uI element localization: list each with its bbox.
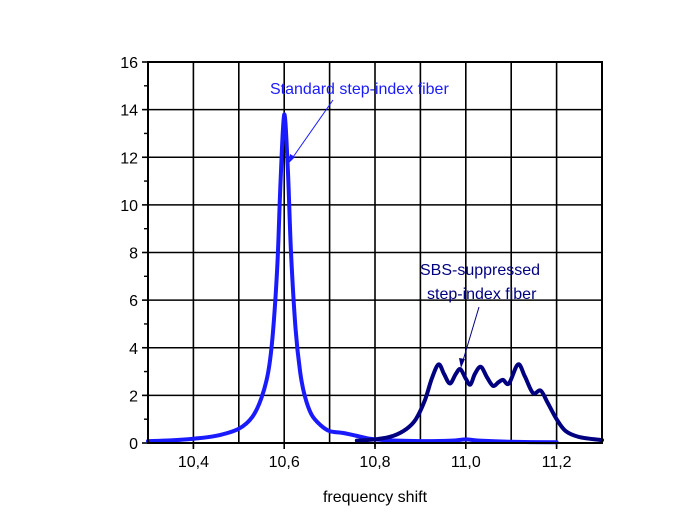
ticks [142, 61, 558, 449]
y-tick-labels: 0 2 4 6 8 10 12 14 16 [120, 55, 138, 453]
y-tick-label: 6 [129, 293, 138, 310]
arrowhead-standard [289, 154, 295, 163]
x-tick-labels: 10,4 10,6 10,8 11,0 11,2 [178, 454, 572, 471]
arrowhead-sbs [459, 358, 465, 368]
series-line-standard-fiber [146, 112, 559, 445]
series-line-sbs-suppressed-fiber [354, 362, 604, 443]
plot-frame [147, 61, 603, 444]
y-tick-label: 8 [129, 246, 138, 263]
y-tick-label: 16 [120, 55, 138, 72]
x-tick-label: 10,6 [269, 454, 300, 471]
y-tick-label: 4 [129, 341, 138, 358]
grid [148, 61, 602, 444]
annotation-arrow-standard [290, 99, 334, 161]
annotation-arrow-sbs [461, 306, 480, 365]
x-tick-label: 11,2 [542, 454, 572, 471]
x-tick-label: 11,0 [451, 454, 481, 471]
annotation-standard-fiber: Standard step-index fiber [270, 81, 449, 98]
annotation-sbs-line2: step-index fiber [427, 286, 537, 303]
y-tick-label: 14 [120, 103, 138, 120]
series [146, 112, 604, 445]
y-tick-label: 0 [129, 436, 138, 453]
x-tick-label: 10,8 [359, 454, 390, 471]
y-tick-label: 2 [129, 388, 138, 405]
annotation-sbs-line1: SBS-suppressed [420, 262, 540, 279]
y-tick-label: 12 [120, 150, 138, 167]
x-axis-label: frequency shift [323, 489, 428, 506]
x-tick-label: 10,4 [178, 454, 209, 471]
y-tick-label: 10 [120, 198, 138, 215]
